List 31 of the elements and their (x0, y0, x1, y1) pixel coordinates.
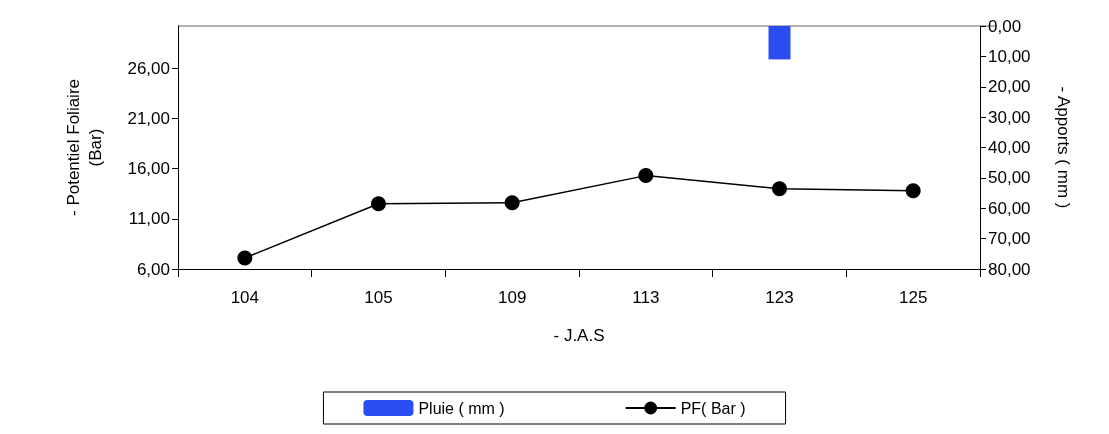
x-tick-label: 104 (230, 288, 260, 307)
y2-tick-label: 0,00 (988, 16, 1022, 36)
y2-tick-label: 70,00 (988, 229, 1031, 249)
y2-tick-label: 30,00 (988, 107, 1031, 127)
y2-tick-label: 20,00 (988, 77, 1031, 97)
legend-label: PF( Bar ) (680, 399, 746, 417)
y-tick-label: 6,00 (136, 259, 170, 279)
x-tick-label: 123 (765, 288, 794, 307)
y2-tick-label: 50,00 (988, 168, 1031, 188)
point (371, 196, 386, 212)
y-tick-label: 26,00 (127, 58, 170, 78)
y-tick-label: 21,00 (127, 108, 170, 128)
x-tick-label: 105 (364, 288, 393, 307)
point (905, 183, 921, 199)
y2-tick-label: 80,00 (988, 259, 1031, 279)
x-tick-label: 109 (497, 288, 527, 307)
x-tick-label: 125 (898, 288, 928, 307)
y-axis-title: - Potentiel Foliaire (Bar) (63, 78, 105, 217)
point (638, 168, 654, 184)
x-tick-label: 113 (632, 288, 660, 307)
point (237, 250, 253, 266)
point (504, 195, 520, 211)
point (772, 181, 787, 197)
y-tick-label: 11,00 (128, 209, 170, 229)
y2-tick-label: 40,00 (988, 138, 1031, 157)
x-axis-title: - J.A.S (553, 326, 605, 345)
y2-tick-label: 60,00 (988, 198, 1031, 218)
y2-tick-label: 10,00 (988, 46, 1031, 66)
legend-label: Pluie ( mm ) (418, 399, 505, 417)
y2-axis-title: - Apports ( mm ) (1053, 86, 1073, 209)
y-tick-label: 16,00 (127, 159, 170, 179)
